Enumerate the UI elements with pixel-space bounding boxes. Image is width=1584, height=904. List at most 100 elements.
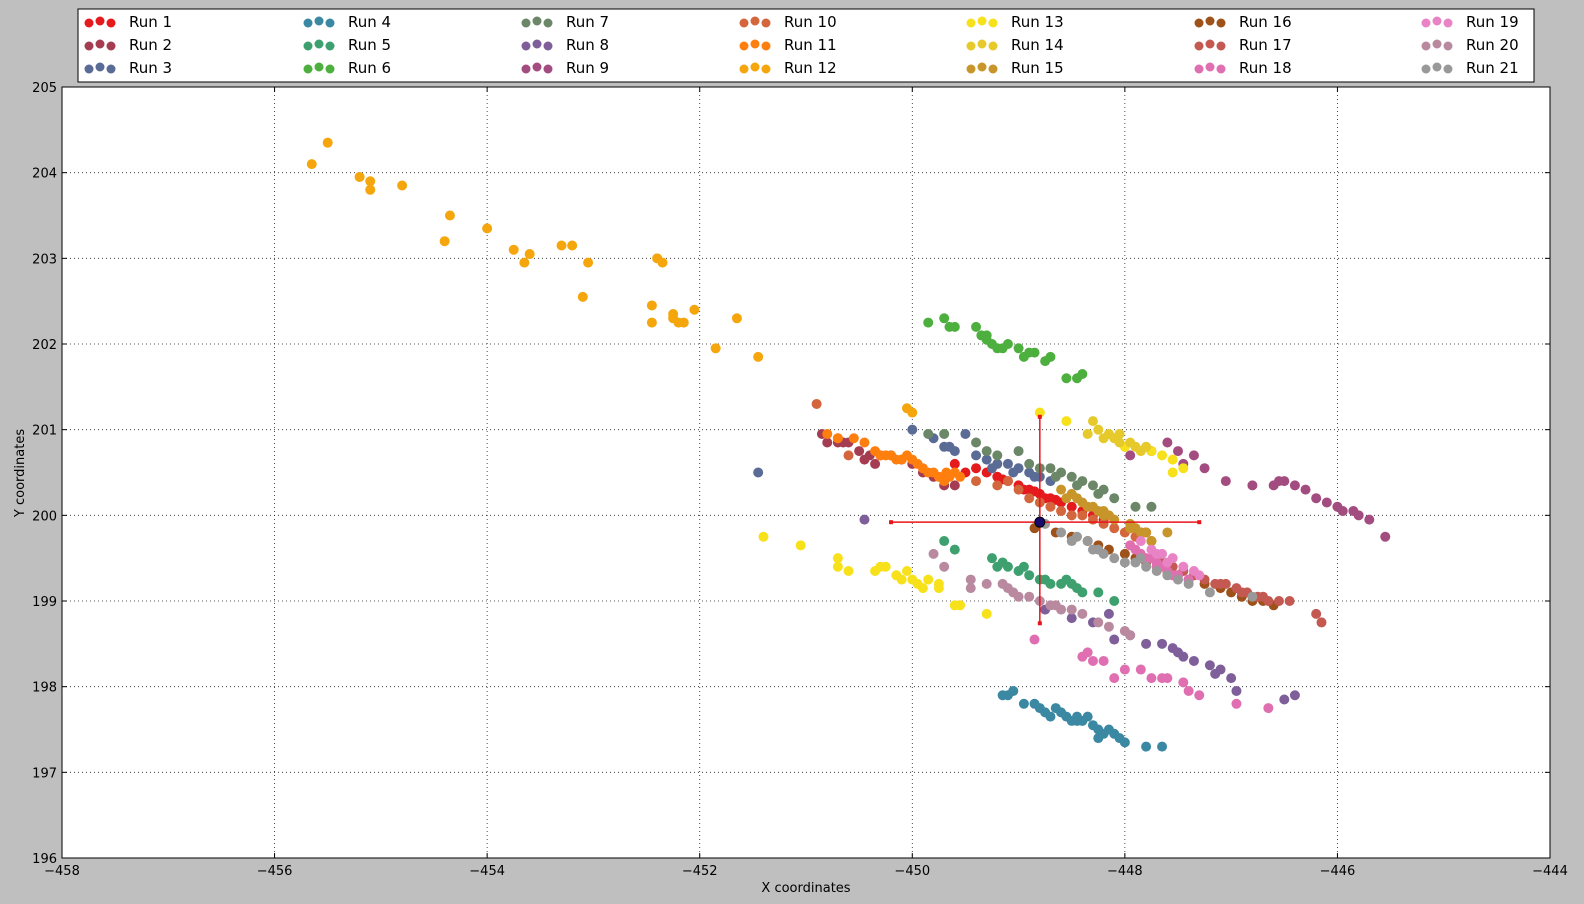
legend-marker xyxy=(1443,41,1453,51)
data-point xyxy=(1045,711,1056,722)
data-point xyxy=(710,343,721,354)
data-point xyxy=(519,257,530,268)
data-point xyxy=(1002,476,1013,487)
data-point xyxy=(928,467,939,478)
data-point xyxy=(1066,536,1077,547)
data-point xyxy=(965,574,976,585)
data-point xyxy=(1364,514,1375,525)
legend-item: Run 11 xyxy=(739,36,837,54)
data-point xyxy=(1013,343,1024,354)
data-point xyxy=(1061,373,1072,384)
legend-item: Run 9 xyxy=(521,59,609,77)
data-point xyxy=(1040,574,1051,585)
legend-marker xyxy=(84,41,94,51)
data-point xyxy=(1167,467,1178,478)
data-point xyxy=(1077,368,1088,379)
legend-item: Run 19 xyxy=(1421,13,1519,31)
data-point xyxy=(901,566,912,577)
series-14-markers xyxy=(1082,416,1152,457)
legend-item: Run 21 xyxy=(1421,59,1519,77)
data-point xyxy=(1119,737,1130,748)
series-21-markers xyxy=(1040,518,1258,602)
data-point xyxy=(1146,536,1157,547)
data-point xyxy=(1098,506,1109,517)
data-point xyxy=(1018,698,1029,709)
data-point xyxy=(1013,446,1024,457)
legend-marker xyxy=(303,64,313,74)
legend-marker xyxy=(739,18,749,28)
data-point xyxy=(1050,494,1061,505)
legend-marker xyxy=(1443,64,1453,74)
series-5-markers xyxy=(939,536,1120,606)
data-point xyxy=(1045,463,1056,474)
data-point xyxy=(832,433,843,444)
data-point xyxy=(1109,553,1120,564)
legend-marker xyxy=(1421,18,1431,28)
data-point xyxy=(965,583,976,594)
data-point xyxy=(1157,450,1168,461)
data-point xyxy=(960,428,971,439)
legend-marker xyxy=(977,39,987,49)
data-point xyxy=(1103,621,1114,632)
data-point xyxy=(1109,596,1120,606)
series-9-markers xyxy=(1125,437,1391,542)
ticks: −458 −456 −454 −452 −450 −448 −446 −444 196 197 19… xyxy=(32,81,1568,879)
data-point xyxy=(1093,617,1104,628)
data-point xyxy=(1002,458,1013,469)
data-point xyxy=(1125,630,1136,641)
data-point xyxy=(524,249,535,260)
legend-marker xyxy=(739,41,749,51)
data-point xyxy=(1072,480,1083,491)
data-point xyxy=(1109,673,1120,684)
data-point xyxy=(1093,488,1104,499)
data-point xyxy=(1082,647,1093,658)
data-point xyxy=(1082,536,1093,547)
y-tick-label: 203 xyxy=(32,252,57,267)
data-point xyxy=(1157,741,1168,752)
legend-marker xyxy=(750,39,760,49)
x-tick-label: −456 xyxy=(257,864,293,879)
legend-item: Run 4 xyxy=(303,13,391,31)
legend-marker xyxy=(977,16,987,26)
data-point xyxy=(1162,570,1173,581)
x-tick-label: −454 xyxy=(469,864,505,879)
data-point xyxy=(1162,673,1173,684)
data-point xyxy=(859,514,870,525)
data-point xyxy=(987,463,997,474)
data-point xyxy=(1125,523,1136,534)
legend-marker xyxy=(988,64,998,74)
legend-item: Run 5 xyxy=(303,36,391,54)
data-point xyxy=(577,291,588,302)
legend-marker xyxy=(325,18,335,28)
plot-area xyxy=(61,86,1551,859)
data-point xyxy=(1066,604,1077,615)
legend-label: Run 17 xyxy=(1239,36,1292,54)
legend-marker xyxy=(1432,16,1442,26)
data-point xyxy=(822,428,833,439)
legend-marker xyxy=(988,41,998,51)
data-point xyxy=(1263,703,1274,714)
legend-marker xyxy=(532,16,542,26)
series-12-markers xyxy=(306,137,918,418)
legend-item: Run 18 xyxy=(1194,59,1292,77)
legend-marker xyxy=(543,18,553,28)
legend-marker xyxy=(1194,18,1204,28)
data-point xyxy=(1130,501,1141,512)
data-point xyxy=(1220,476,1231,487)
data-point xyxy=(1173,574,1183,585)
legend-label: Run 8 xyxy=(566,36,609,54)
legend-marker xyxy=(1421,41,1431,51)
data-point xyxy=(832,553,843,564)
data-point xyxy=(1114,428,1125,439)
data-point xyxy=(971,476,982,487)
data-point xyxy=(689,304,700,315)
x-tick-label: −444 xyxy=(1532,864,1568,879)
data-point xyxy=(949,544,960,555)
legend-label: Run 20 xyxy=(1466,36,1519,54)
data-point xyxy=(1098,433,1109,444)
data-point xyxy=(981,446,992,457)
legend-marker xyxy=(325,41,335,51)
data-point xyxy=(1226,673,1237,684)
series-6-markers xyxy=(923,313,1088,384)
data-point xyxy=(1173,647,1183,658)
